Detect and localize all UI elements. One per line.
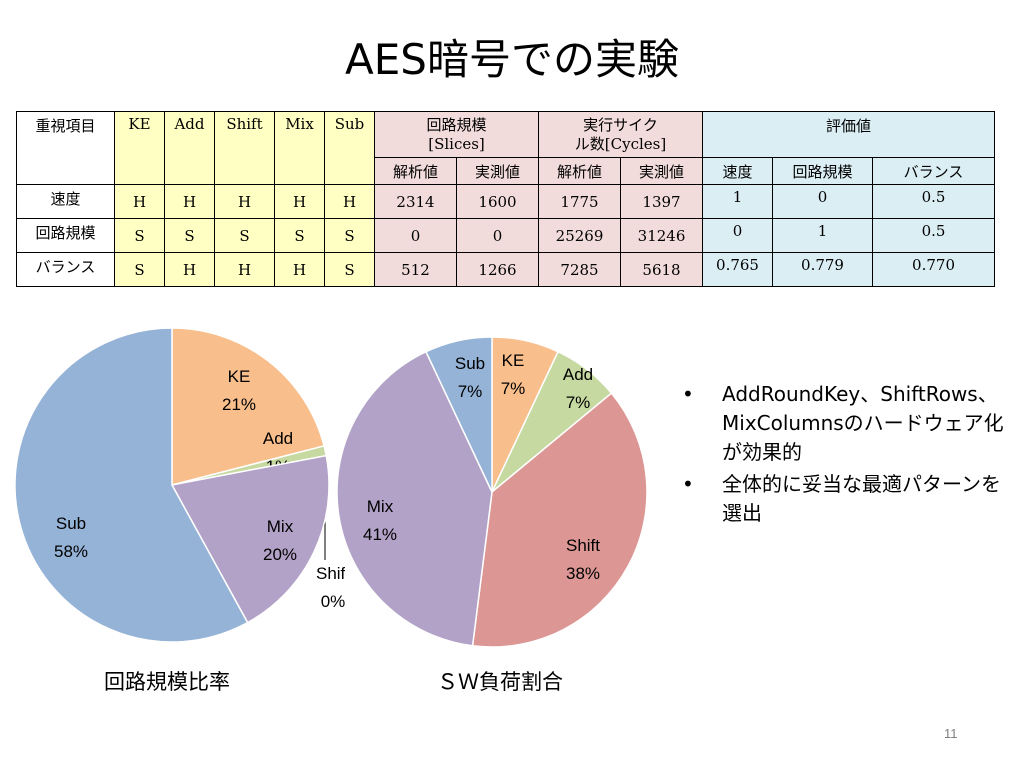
- table-cell: 5618: [620, 252, 704, 287]
- table-cell: 512: [374, 252, 457, 287]
- slice-name-add: Add: [263, 429, 293, 448]
- slice-value-mix: 41%: [363, 525, 397, 544]
- table-cell: 1266: [455, 252, 540, 287]
- table-cell: S: [324, 252, 375, 287]
- table-cell: 2314: [374, 184, 457, 219]
- slice-name-shift: Shift: [566, 536, 600, 555]
- pie-slice-shift: [471, 392, 648, 648]
- table-cell: 1: [772, 218, 874, 253]
- table-cell: 1397: [620, 184, 704, 219]
- subheader-cycles-measured: 実測値: [620, 157, 704, 185]
- pie-slice-sub: [425, 336, 493, 493]
- slice-value-shift: 38%: [566, 564, 600, 583]
- slice-name-mix: Mix: [267, 517, 294, 536]
- slice-name-mix: Mix: [367, 497, 394, 516]
- table-cell: 0.770: [872, 252, 996, 287]
- subheader-slices-analytic: 解析値: [374, 157, 457, 185]
- table-cell: 1: [702, 184, 774, 219]
- header-add: Add: [164, 111, 215, 185]
- circuit-size-pie-title: 回路規模比率: [104, 670, 230, 694]
- table-row: バランス S H H H S 512 1266 7285 5618 0.765 …: [16, 252, 996, 287]
- table-cell: H: [324, 184, 375, 219]
- slice-value-mix: 20%: [263, 545, 297, 564]
- header-shift: Shift: [214, 111, 275, 185]
- table-cell: 0.765: [702, 252, 774, 287]
- table-cell: H: [164, 184, 215, 219]
- table-cell: 31246: [620, 218, 704, 253]
- subheader-speed: 速度: [702, 157, 774, 185]
- slice-value-add: 7%: [566, 393, 591, 412]
- header-evaluation: 評価値: [702, 111, 996, 158]
- subheader-slices-measured: 実測値: [455, 157, 540, 185]
- slide-title: AES暗号での実験: [345, 35, 679, 84]
- subheader-circuit: 回路規模: [772, 157, 874, 185]
- bullet-item: • 全体的に妥当な最適パターンを選出: [678, 470, 1018, 528]
- sw-load-pie-chart: KE 7% Add 7% Shift 38% Mix 41% Sub 7%: [336, 336, 648, 648]
- bullet-mark: •: [682, 382, 694, 406]
- table-cell: H: [114, 184, 165, 219]
- slice-name-sub: Sub: [455, 354, 485, 373]
- table-cell: S: [164, 218, 215, 253]
- table-cell: 0.779: [772, 252, 874, 287]
- bullet-mark: •: [682, 472, 694, 496]
- header-item: 重視項目: [16, 111, 115, 185]
- bullet-text: 全体的に妥当な最適パターンを選出: [722, 472, 1001, 525]
- table-cell: 1600: [455, 184, 540, 219]
- pie-slice-ke: [171, 327, 325, 486]
- header-cycles: 実行サイク ル数[Cycles]: [538, 111, 704, 158]
- table-cell: H: [274, 184, 325, 219]
- slice-value-ke: 21%: [222, 395, 256, 414]
- table-cell: S: [214, 218, 275, 253]
- table-cell: S: [274, 218, 325, 253]
- subheader-balance: バランス: [872, 157, 996, 185]
- table-cell: 0: [702, 218, 774, 253]
- table-cell: 0.5: [872, 184, 996, 219]
- page-number: 11: [944, 726, 958, 741]
- row-label: バランス: [16, 252, 115, 287]
- slice-name-add: Add: [563, 365, 593, 384]
- table-cell: 0: [374, 218, 457, 253]
- table-cell: S: [114, 218, 165, 253]
- table-cell: H: [214, 252, 275, 287]
- table-cell: 25269: [538, 218, 622, 253]
- table-cell: H: [214, 184, 275, 219]
- table-cell: 0: [455, 218, 540, 253]
- sw-load-pie-title: ＳＷ負荷割合: [437, 670, 563, 694]
- pie-slice-mix: [336, 350, 493, 647]
- slice-name-sub: Sub: [56, 514, 86, 533]
- evaluation-table: 重視項目 KE Add Shift Mix Sub 回路規模 [Slices] 実…: [16, 111, 996, 287]
- slice-name-ke: KE: [502, 351, 525, 370]
- table-cell: S: [114, 252, 165, 287]
- table-row: 回路規模 S S S S S 0 0 25269 31246 0 1 0.5: [16, 218, 996, 253]
- table-cell: S: [324, 218, 375, 253]
- header-circuit-size: 回路規模 [Slices]: [373, 111, 540, 158]
- table-cell: 1775: [538, 184, 622, 219]
- bullet-text: AddRoundKey、ShiftRows、MixColumnsのハードウェア化…: [722, 382, 1004, 464]
- table-row: 速度 H H H H H 2314 1600 1775 1397 1 0 0.5: [16, 184, 996, 219]
- header-sub: Sub: [324, 111, 375, 185]
- table-cell: 0.5: [872, 218, 996, 253]
- slice-name-ke: KE: [228, 367, 251, 386]
- bullet-item: • AddRoundKey、ShiftRows、MixColumnsのハードウェ…: [678, 380, 1018, 467]
- table-cell: H: [164, 252, 215, 287]
- slice-value-sub: 7%: [458, 382, 483, 401]
- table-cell: H: [274, 252, 325, 287]
- subheader-cycles-analytic: 解析値: [538, 157, 622, 185]
- table-cell: 0: [772, 184, 874, 219]
- header-ke: KE: [114, 111, 165, 185]
- slice-value-shift: 0%: [321, 592, 345, 611]
- slice-value-sub: 58%: [54, 542, 88, 561]
- table-cell: 7285: [538, 252, 622, 287]
- pie-slice-sub: [14, 327, 249, 643]
- slice-name-shift: Shift: [316, 564, 345, 583]
- row-label: 速度: [16, 184, 115, 219]
- slice-value-ke: 7%: [501, 379, 526, 398]
- bullet-list: • AddRoundKey、ShiftRows、MixColumnsのハードウェ…: [678, 380, 1018, 531]
- pie-slice-mix: [170, 454, 330, 624]
- header-mix: Mix: [274, 111, 325, 185]
- row-label: 回路規模: [16, 218, 115, 253]
